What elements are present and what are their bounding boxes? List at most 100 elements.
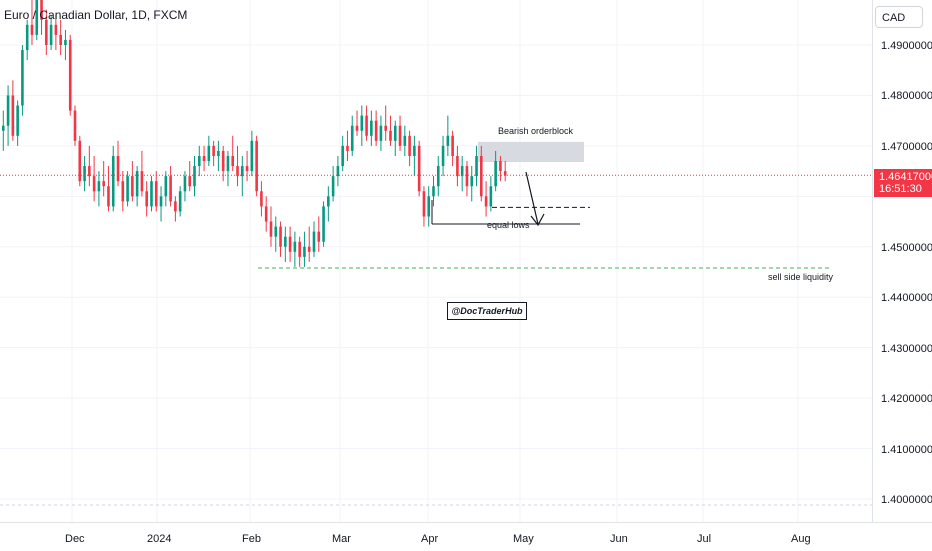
candle-body — [236, 166, 239, 177]
equal-lows-label: equal lows — [487, 220, 530, 230]
candle-body — [68, 39, 72, 111]
candle-body — [336, 166, 340, 177]
price-tick: 1.42000000 — [881, 393, 932, 405]
candle-body — [250, 140, 254, 172]
candle-body — [307, 246, 311, 252]
time-tick: 2024 — [147, 533, 172, 545]
candle-body — [30, 24, 34, 35]
currency-selector[interactable]: CAD — [875, 6, 923, 28]
candle-body — [92, 176, 96, 192]
candle-body — [107, 186, 110, 207]
candle-body — [169, 176, 172, 202]
candle-body — [288, 236, 292, 252]
candle-body — [360, 115, 364, 131]
candle-body — [150, 181, 153, 207]
candle-body — [49, 24, 53, 45]
candle-body — [245, 166, 249, 172]
price-tick: 1.48000000 — [881, 90, 932, 102]
candle-body — [480, 155, 483, 197]
time-axis[interactable]: Dec 2024 Feb Mar Apr May Jun Jul Aug — [0, 522, 932, 551]
candle-body — [264, 206, 268, 222]
candle-body — [341, 145, 344, 167]
candle-body — [11, 95, 15, 136]
candle-body — [45, 19, 48, 45]
candle-body — [121, 181, 125, 202]
symbol-title: Euro / Canadian Dollar, 1D, FXCM — [4, 8, 188, 22]
price-tick: 1.49000000 — [881, 40, 932, 52]
candle-body — [436, 166, 440, 187]
candle-body — [16, 105, 19, 136]
time-tick: Feb — [242, 533, 261, 545]
candle-body — [274, 226, 278, 237]
candle-body — [475, 155, 478, 177]
candle-body — [322, 206, 325, 242]
candle-body — [389, 130, 392, 141]
candle-body — [2, 125, 5, 131]
price-axis[interactable]: 1.49000000 1.48000000 1.47000000 1.45000… — [872, 0, 932, 522]
candle-body — [441, 145, 445, 167]
price-tick: 1.44000000 — [881, 292, 932, 304]
projection-arrow-head — [530, 213, 545, 227]
time-tick: Dec — [65, 533, 85, 545]
candle-body — [393, 125, 397, 141]
candle-body — [365, 115, 368, 136]
candle-body — [489, 186, 493, 207]
author-watermark: @DocTraderHub — [447, 302, 527, 320]
candle-body — [88, 166, 91, 177]
candle-body — [193, 166, 196, 187]
candle-body — [374, 120, 378, 141]
orderblock-label: Bearish orderblock — [498, 126, 574, 136]
price-tick: 1.41000000 — [881, 444, 932, 456]
candle-body — [159, 196, 163, 207]
candle-body — [503, 171, 507, 176]
price-tick: 1.43000000 — [881, 343, 932, 355]
price-chart[interactable] — [0, 0, 872, 522]
candle-body — [446, 135, 450, 146]
candle-body — [183, 176, 187, 192]
time-tick: Apr — [421, 533, 439, 545]
candle-body — [21, 50, 24, 106]
time-tick: Mar — [332, 533, 351, 545]
candle-body — [64, 39, 67, 45]
candle-body — [398, 125, 402, 146]
candle-body — [178, 191, 182, 212]
time-tick: Aug — [791, 533, 811, 545]
candle-body — [83, 166, 86, 182]
candle-body — [40, 0, 43, 20]
candle-body — [417, 145, 421, 192]
candle-body — [422, 191, 426, 217]
candle-body — [484, 196, 488, 207]
price-tick: 1.40000000 — [881, 494, 932, 506]
candle-body — [494, 161, 497, 187]
candle-body — [207, 145, 211, 162]
candle-body — [460, 166, 464, 177]
candle-body — [59, 34, 62, 45]
candle-body — [241, 166, 244, 177]
candle-body — [212, 145, 215, 156]
price-tick: 1.47000000 — [881, 141, 932, 153]
candle-body — [35, 0, 39, 35]
candle-body — [465, 166, 469, 187]
chart-area[interactable] — [0, 0, 872, 522]
candle-body — [293, 241, 297, 252]
bar-countdown: 16:51:30 — [879, 183, 922, 195]
time-tick: Jul — [697, 533, 712, 545]
current-price-tag: 1.46417000 16:51:30 — [874, 169, 932, 197]
candle-body — [197, 155, 201, 167]
candle-body — [456, 155, 459, 177]
candle-body — [384, 125, 387, 131]
candle-body — [73, 110, 77, 141]
candle-body — [174, 201, 177, 212]
candle-body — [327, 196, 330, 207]
time-tick: May — [513, 533, 534, 545]
candle-body — [255, 140, 258, 192]
candle-body — [54, 24, 58, 35]
candle-body — [135, 171, 139, 197]
candle-body — [284, 236, 287, 247]
price-tick: 1.45000000 — [881, 242, 932, 254]
candle-body — [78, 140, 82, 182]
candle-body — [102, 181, 105, 187]
projection-arrow-shaft — [525, 171, 539, 225]
candle-body — [202, 155, 206, 162]
candle-body — [312, 231, 316, 252]
